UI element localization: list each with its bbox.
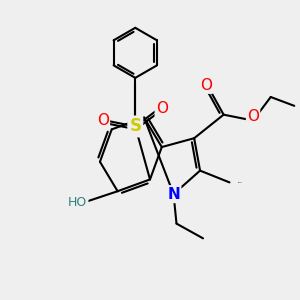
Text: HO: HO <box>68 196 88 209</box>
Text: O: O <box>200 78 212 93</box>
Text: N: N <box>167 187 180 202</box>
Text: methyl: methyl <box>238 182 243 183</box>
Text: O: O <box>156 101 168 116</box>
Text: O: O <box>247 109 259 124</box>
Text: S: S <box>129 117 141 135</box>
Text: O: O <box>97 113 109 128</box>
